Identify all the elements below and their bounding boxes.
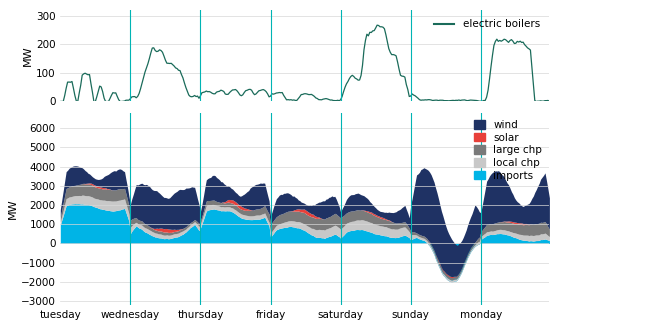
Legend: electric boilers: electric boilers xyxy=(429,15,544,34)
Legend: wind, solar, large chp, local chp, imports: wind, solar, large chp, local chp, impor… xyxy=(472,118,544,183)
Y-axis label: MW: MW xyxy=(23,46,33,66)
Y-axis label: MW: MW xyxy=(8,199,18,219)
